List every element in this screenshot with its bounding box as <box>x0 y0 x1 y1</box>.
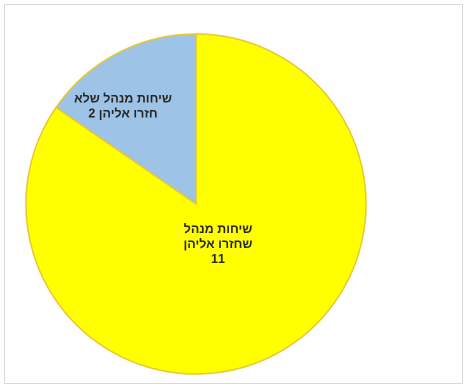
pie-slice-label-line: שחזרו אליהן <box>184 237 253 251</box>
pie-slice-label-line: חזרו אליהן 2 <box>88 107 157 121</box>
pie-slice-label-line: שיחות מנהל שלא <box>74 92 172 106</box>
pie-labels: שיחות מנהל שחזרו אליהן 11 שיחות מנהל שלא חזר… <box>74 92 252 267</box>
pie-slice-label-0: שיחות מנהל שחזרו אליהן 11 <box>184 222 253 266</box>
pie-slice-label-1: שיחות מנהל שלא חזרו אליהן 2 <box>74 92 172 121</box>
pie-slice-label-line: 11 <box>211 252 225 266</box>
pie-slice-label-line: שיחות מנהל <box>184 222 253 236</box>
pie-slices <box>25 33 367 375</box>
pie-slice-1 <box>55 33 197 205</box>
